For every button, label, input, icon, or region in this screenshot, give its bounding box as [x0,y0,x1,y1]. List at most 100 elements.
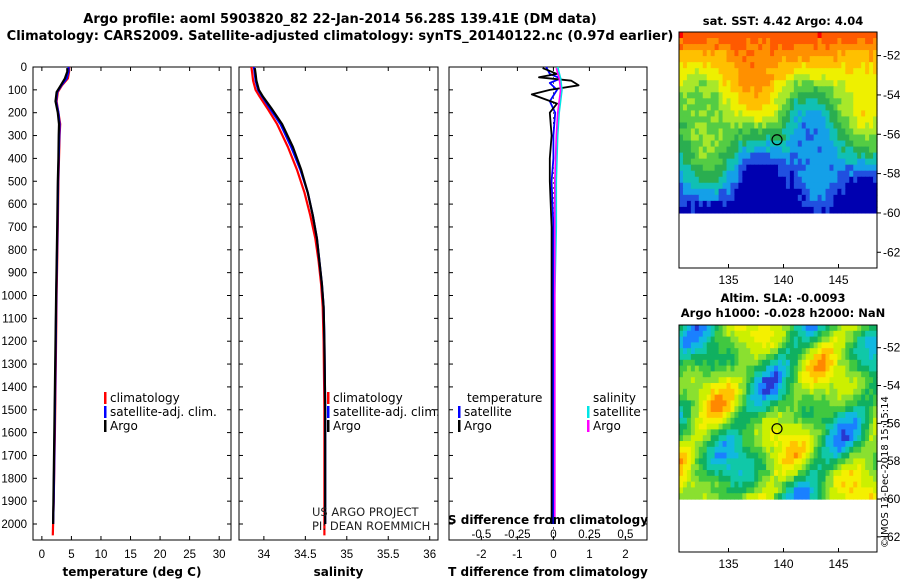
map-cell [694,446,700,454]
map-cell [833,116,838,124]
map-cell [841,388,846,396]
map-cell [710,336,716,343]
map-cell [869,62,874,69]
y-tick-label: -52 [883,49,900,63]
map-cell [734,400,739,407]
map-cell [746,383,751,390]
map-cell [690,487,696,494]
map-cell [829,158,835,166]
map-cell [778,388,783,396]
map-cell [861,80,866,87]
map-cell [738,446,743,454]
map-cell [706,32,712,39]
map-cell [837,200,842,208]
map-cell [718,441,724,448]
map-cell [774,394,779,402]
map-cell [734,152,739,160]
map-cell [869,32,874,39]
map-cell [813,325,819,332]
map-cell [809,330,815,338]
map-cell [762,176,767,184]
map-cell [793,146,799,154]
map-cell [785,475,791,483]
map-cell [742,38,747,45]
map-cell [817,365,823,373]
map-cell [778,92,783,99]
map-cell [833,481,838,489]
map-cell [817,359,823,367]
map-cell [829,487,835,494]
map-cell [682,110,688,118]
map-cell [849,429,854,436]
map-cell [774,62,779,69]
map-cell [730,110,736,118]
map-cell [845,98,850,105]
map-cell [746,134,751,142]
map-cell [873,134,878,142]
map-cell [754,406,759,413]
map-cell [837,452,842,460]
map-cell [825,348,831,355]
map-cell [734,110,739,118]
map-cell [789,417,795,425]
x-tick-label: 10 [95,549,108,561]
map-cell [774,330,779,338]
map-cell [679,80,684,87]
map-cell [809,423,815,431]
map-cell [793,98,799,105]
map-cell [781,394,787,402]
map-cell [686,110,692,118]
map-cell [690,56,696,63]
map-cell [829,116,835,124]
map-cell [702,388,708,396]
map-cell [861,140,866,148]
map-cell [789,104,795,111]
map-cell [813,176,819,184]
map-cell [793,50,799,57]
map-cell [825,359,831,367]
map-cell [829,98,835,105]
map-cell [865,50,870,57]
map-cell [698,446,704,454]
map-cell [817,56,823,63]
y-tick-label: 400 [8,153,27,165]
map-cell [857,446,862,454]
map-cell [758,200,763,208]
map-cell [706,170,712,178]
map-cell [738,164,743,172]
map-cell [805,128,811,136]
map-cell [722,388,728,396]
map-cell [845,487,850,494]
map-cell [718,458,724,465]
map-cell [766,400,771,407]
map-cell [793,32,799,39]
map-cell [873,98,878,105]
map-cell [766,182,771,190]
map-cell [873,435,878,442]
map-cell [738,342,743,349]
map-cell [837,158,842,166]
map-cell [694,441,700,448]
map-cell [714,74,720,81]
map-cell [861,104,866,111]
map-cell [686,86,692,93]
map-cell [809,104,815,111]
map-cell [679,134,684,142]
x-tick-label: 35 [340,549,353,561]
map-cell [821,400,827,407]
map-cell [797,104,803,111]
map-cell [726,62,732,69]
map-cell [785,394,791,402]
map-cell [849,371,854,378]
map-cell [694,86,700,93]
map-cell [714,50,720,57]
map-cell [686,128,692,136]
map-cell [679,206,684,214]
map-cell [702,458,708,465]
y-tick-label: 600 [8,199,27,211]
map-cell [785,377,791,384]
map-cell [738,470,743,477]
map-cell [813,429,819,436]
map-cell [722,412,728,419]
map-cell [698,62,704,69]
